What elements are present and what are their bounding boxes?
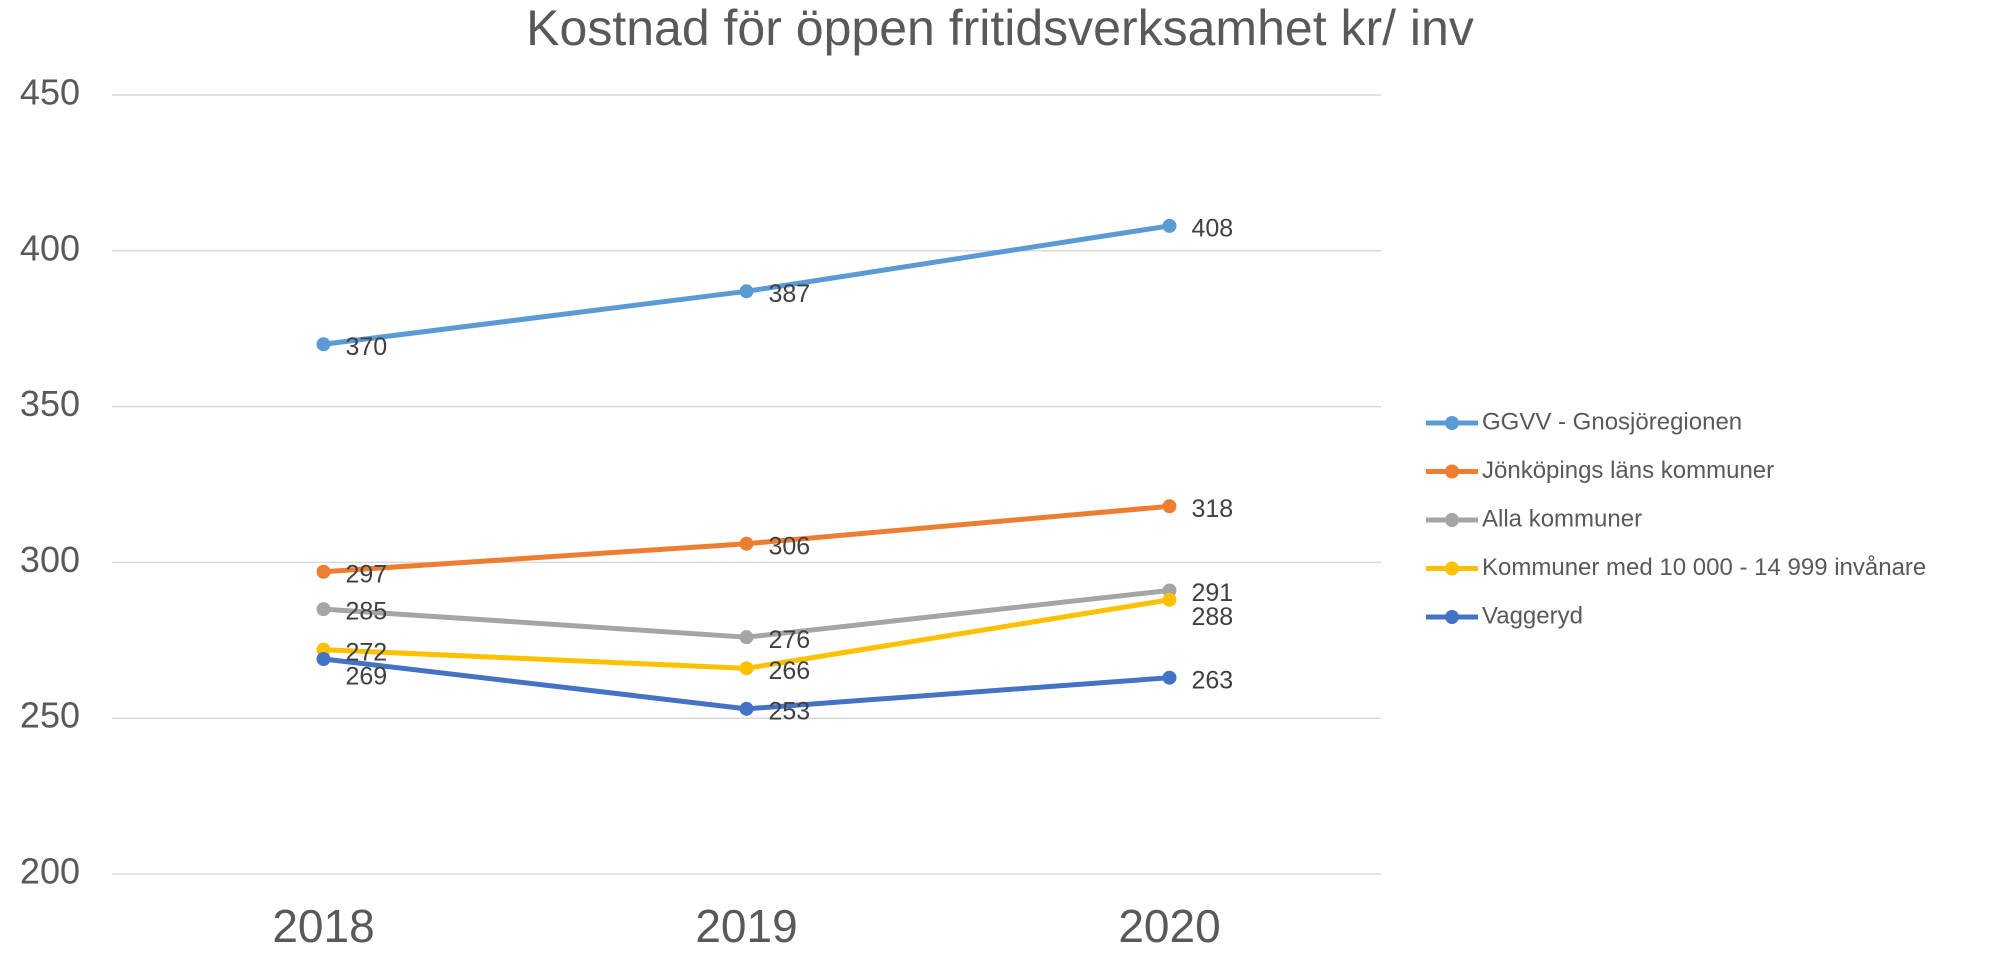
- x-tick-label: 2018: [272, 900, 374, 952]
- x-tick-label: 2019: [695, 900, 797, 952]
- point: [316, 602, 331, 617]
- y-tick-label: 450: [20, 72, 80, 113]
- legend-marker: [1445, 561, 1459, 576]
- point: [739, 284, 754, 299]
- x-tick-label: 2020: [1118, 900, 1220, 952]
- legend-label: Kommuner med 10 000 - 14 999 invånare: [1482, 554, 1926, 581]
- point: [739, 630, 754, 645]
- data-label: 291: [1192, 579, 1234, 607]
- data-label: 253: [769, 697, 811, 725]
- legend-marker: [1445, 513, 1459, 527]
- legend-label: Alla kommuner: [1482, 505, 1642, 532]
- legend-label: GGVV - Gnosjöregionen: [1482, 408, 1742, 435]
- y-tick-label: 200: [20, 851, 80, 892]
- point: [739, 701, 754, 716]
- data-label: 266: [769, 657, 811, 685]
- data-label: 370: [346, 333, 388, 361]
- data-label: 285: [346, 598, 388, 626]
- data-label: 276: [769, 626, 811, 654]
- point: [316, 337, 331, 352]
- point: [316, 651, 331, 666]
- legend-marker: [1445, 416, 1459, 430]
- point: [1162, 218, 1177, 233]
- data-label: 263: [1192, 666, 1234, 694]
- data-label: 387: [769, 280, 811, 308]
- y-tick-label: 250: [20, 695, 80, 736]
- y-tick-label: 300: [20, 539, 80, 580]
- data-label: 318: [1192, 495, 1234, 523]
- data-label: 297: [346, 560, 388, 588]
- data-label: 288: [1192, 603, 1234, 631]
- chart-title: Kostnad för öppen fritidsverksamhet kr/ …: [526, 0, 1474, 56]
- point: [739, 661, 754, 676]
- legend-label: Jönköpings läns kommuner: [1482, 457, 1774, 484]
- y-tick-label: 350: [20, 383, 80, 424]
- legend-marker: [1445, 464, 1459, 479]
- legend-marker: [1445, 610, 1459, 624]
- data-label: 408: [1192, 214, 1234, 242]
- series-line: [323, 587, 1170, 640]
- point: [739, 536, 754, 551]
- y-tick-label: 400: [20, 227, 80, 268]
- data-label: 272: [346, 638, 388, 666]
- point: [316, 564, 331, 579]
- point: [1162, 592, 1177, 607]
- point: [1162, 499, 1177, 514]
- legend-label: Vaggeryd: [1482, 602, 1583, 629]
- data-label: 269: [346, 662, 388, 690]
- point: [1162, 670, 1177, 685]
- data-label: 306: [769, 532, 811, 560]
